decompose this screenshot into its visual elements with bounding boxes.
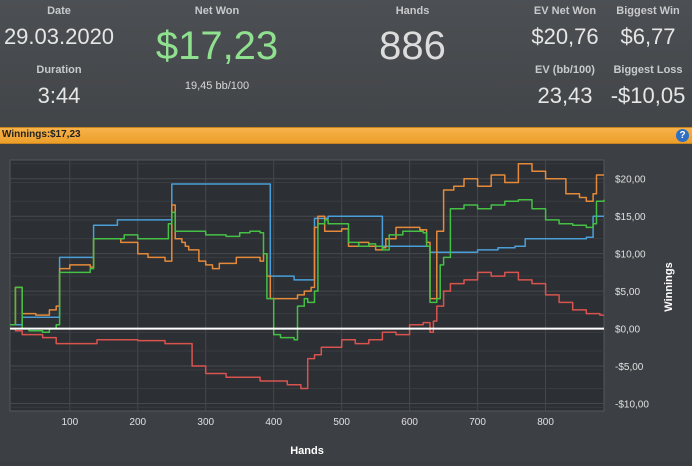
session-stats-panel: Date 29.03.2020 Duration 3:44 Net Won $1… — [0, 0, 692, 127]
biggest-win-value: $6,77 — [620, 24, 676, 49]
x-tick-label: 200 — [129, 417, 146, 428]
date-label: Date — [47, 5, 71, 17]
series-line — [10, 162, 604, 326]
winnings-bar-label: Winnings: — [2, 129, 51, 140]
x-tick-label: 400 — [265, 417, 282, 428]
biggest-loss-value: -$10,05 — [610, 83, 686, 108]
net-won-value: $17,23 — [155, 24, 279, 68]
duration-label: Duration — [36, 64, 82, 76]
series-lines — [10, 162, 605, 390]
biggest-loss-label: Biggest Loss — [613, 64, 683, 76]
x-tick-label: 300 — [197, 417, 214, 428]
duration-value: 3:44 — [37, 83, 81, 108]
y-axis-label: Winnings — [663, 262, 675, 311]
ev-bb-label: EV (bb/100) — [535, 64, 595, 76]
x-tick-label: 500 — [333, 417, 350, 428]
grid-lines — [10, 160, 604, 411]
biggest-win-label: Biggest Win — [616, 5, 680, 17]
y-tick-label: $15,00 — [615, 212, 646, 223]
x-tick-label: 100 — [61, 417, 78, 428]
ev-net-won-label: EV Net Won — [533, 5, 597, 17]
winnings-bar-value: $17,23 — [50, 129, 81, 140]
ev-net-won-value: $20,76 — [531, 24, 599, 49]
y-tick-label: -$10,00 — [615, 400, 649, 411]
series-line — [10, 198, 605, 341]
y-tick-label: $20,00 — [615, 175, 646, 186]
y-tick-label: $0,00 — [615, 325, 640, 336]
winnings-chart-area: 100 200 300 400 500 600 700 800 $20,00 $15,00 $10… — [0, 144, 692, 461]
winnings-chart: 100 200 300 400 500 600 700 800 $20,00 $15,00 $10… — [9, 159, 675, 457]
ev-bb-value: 23,43 — [537, 83, 593, 108]
hands-value: 886 — [379, 24, 446, 68]
series-line — [10, 271, 604, 390]
hands-label: Hands — [395, 5, 430, 17]
y-tick-label: $10,00 — [615, 250, 646, 261]
x-tick-label: 700 — [469, 417, 486, 428]
x-axis-label: Hands — [290, 445, 324, 457]
bb-per-100-value: 19,45 bb/100 — [184, 80, 250, 92]
date-value: 29.03.2020 — [3, 24, 115, 49]
x-tick-label: 600 — [401, 417, 418, 428]
series-line — [10, 183, 604, 326]
net-won-label: Net Won — [194, 5, 240, 17]
y-axis-ticks: $20,00 $15,00 $10,00 $5,00 $0,00 -$5,00 -$10,0… — [615, 175, 649, 411]
x-axis-ticks: 100 200 300 400 500 600 700 800 — [61, 417, 554, 428]
help-icon[interactable]: ? — [676, 129, 689, 142]
x-tick-label: 800 — [537, 417, 554, 428]
winnings-bar: Winnings: $17,23 ? — [0, 127, 692, 144]
y-tick-label: -$5,00 — [615, 362, 644, 373]
y-tick-label: $5,00 — [615, 287, 640, 298]
